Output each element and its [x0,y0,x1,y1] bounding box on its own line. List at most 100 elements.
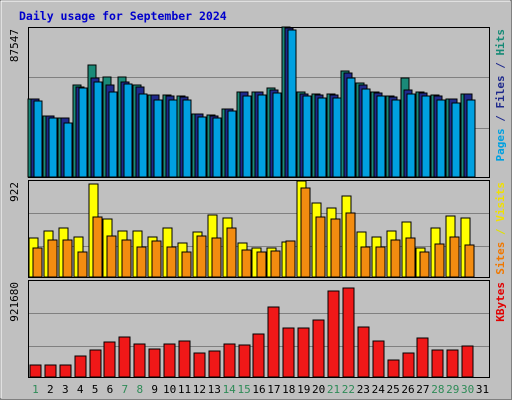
legend-part: / [494,109,507,129]
bar-sites-day-5 [92,216,103,278]
bar-pages-day-2 [48,117,58,178]
bar-pages-day-14 [227,110,237,178]
x-tick-label: 10 [163,383,176,396]
bar-sites-day-4 [77,251,88,278]
legend-part: Pages [494,128,507,161]
bar-pages-day-16 [257,94,267,178]
bar-sites-day-28 [434,243,445,278]
legend-part: / [494,56,507,76]
bar-pages-day-7 [123,83,133,178]
bar-kbytes-day-27 [416,337,429,378]
x-tick-label: 13 [208,383,221,396]
x-tick-label: 18 [282,383,295,396]
bar-pages-day-9 [153,99,163,178]
max-label: 921680 [8,282,21,322]
series-legend: Pages / Files / Hits [494,29,507,162]
bar-pages-day-12 [197,116,207,178]
bar-kbytes-day-12 [193,352,206,378]
bar-pages-day-10 [168,99,178,178]
x-tick-label: 11 [178,383,191,396]
bar-kbytes-day-24 [372,340,385,378]
series-legend: KBytes [494,282,507,322]
bar-sites-day-23 [360,246,371,278]
bar-pages-day-19 [302,95,312,178]
bar-kbytes-day-16 [252,333,265,378]
x-axis-labels: 1 2 3 4 5 6 7 8 9 10 11 12 13 14 15 16 17 18 19 20 21 22 23 24 2… [32,383,489,396]
legend-part: Sites [494,242,507,275]
x-tick-label: 7 [122,383,129,396]
x-tick-label: 4 [77,383,84,396]
chart-panels: 87547 Pages / Files / Hits 922 Sites / Visi… [8,26,507,378]
bar-sites-day-18 [285,240,296,278]
x-tick-label: 20 [312,383,325,396]
x-tick-label: 26 [401,383,414,396]
bar-sites-day-27 [419,251,430,278]
bar-pages-day-3 [63,122,73,178]
max-label: 87547 [8,29,21,62]
bar-sites-day-1 [32,247,43,278]
x-tick-label: 5 [92,383,99,396]
x-tick-label: 15 [237,383,250,396]
x-tick-label: 30 [461,383,474,396]
legend-part: Visits [494,182,507,222]
bar-kbytes-day-15 [238,344,251,378]
panel-2: 922 Sites / Visits [8,180,507,278]
x-tick-label: 22 [342,383,355,396]
bar-kbytes-day-28 [431,349,444,378]
x-tick-label: 27 [416,383,429,396]
bar-pages-day-18 [287,29,297,178]
bar-sites-day-9 [151,240,162,278]
x-tick-label: 9 [151,383,158,396]
x-tick-label: 23 [357,383,370,396]
bar-pages-day-24 [376,95,386,178]
bar-sites-day-29 [449,236,460,278]
bar-sites-day-12 [196,235,207,278]
bar-kbytes-day-22 [342,287,355,378]
bar-sites-day-6 [106,235,117,278]
bar-kbytes-day-23 [357,326,370,378]
bar-pages-day-28 [436,99,446,178]
bar-sites-day-8 [136,246,147,278]
panel-3: 921680 KBytes [8,280,507,378]
bar-kbytes-day-10 [163,343,176,378]
x-tick-label: 31 [476,383,489,396]
bar-pages-day-26 [406,93,416,178]
bar-kbytes-day-4 [74,355,87,378]
bar-pages-day-6 [108,91,118,178]
bar-kbytes-day-17 [267,306,280,378]
bar-pages-day-23 [361,88,371,178]
bar-kbytes-day-9 [148,348,161,378]
bar-pages-day-4 [78,87,88,178]
x-tick-label: 25 [387,383,400,396]
x-tick-label: 28 [431,383,444,396]
x-tick-label: 14 [223,383,237,396]
bar-sites-day-26 [405,237,416,278]
series-legend: Sites / Visits [494,182,507,275]
bar-sites-day-21 [330,218,341,278]
bar-sites-day-11 [181,251,192,278]
bar-pages-day-25 [391,99,401,178]
bar-pages-day-20 [317,97,327,178]
bar-sites-day-2 [47,239,58,278]
bar-kbytes-day-13 [208,350,221,378]
bar-sites-day-20 [315,216,326,278]
bar-pages-day-5 [93,81,103,178]
bar-sites-day-25 [390,239,401,278]
bar-kbytes-day-20 [312,319,325,378]
legend-part: KBytes [494,282,507,322]
bar-kbytes-day-8 [133,343,146,378]
bar-sites-day-3 [62,239,73,278]
bar-kbytes-day-1 [29,364,42,378]
x-tick-label: 6 [107,383,114,396]
bar-kbytes-day-25 [387,359,400,378]
bar-kbytes-day-11 [178,340,191,378]
bar-sites-day-15 [241,249,252,278]
x-tick-label: 21 [327,383,340,396]
x-tick-label: 24 [372,383,386,396]
bar-sites-day-13 [211,237,222,278]
x-tick-label: 16 [252,383,265,396]
chart-title: Daily usage for September 2024 [19,9,227,23]
bar-pages-day-21 [332,97,342,178]
